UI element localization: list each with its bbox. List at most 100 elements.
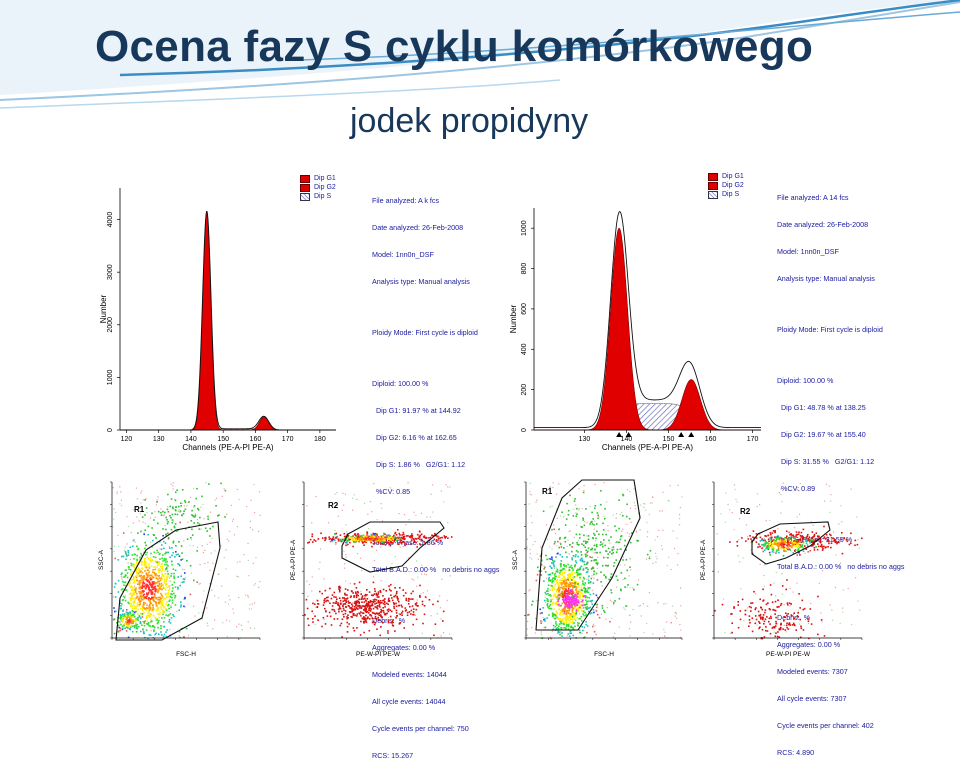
event-dot: [377, 566, 379, 569]
event-dot: [228, 540, 230, 542]
event-dot: [118, 545, 120, 547]
event-dot: [156, 622, 159, 625]
event-dot: [160, 588, 162, 590]
event-dot: [357, 594, 359, 597]
event-dot: [191, 534, 194, 536]
event-dot: [382, 588, 385, 591]
event-dot: [552, 586, 554, 588]
event-dot: [774, 625, 777, 627]
event-dot: [826, 536, 829, 539]
event-dot: [406, 600, 409, 602]
event-dot: [587, 547, 590, 549]
event-dot: [212, 628, 214, 630]
event-dot: [566, 596, 568, 598]
event-dot: [361, 595, 364, 597]
event-dot: [141, 516, 144, 518]
event-dot: [618, 626, 620, 628]
event-dot: [145, 577, 148, 579]
event-dot: [168, 588, 171, 590]
event-dot: [675, 613, 677, 615]
event-dot: [571, 599, 573, 601]
event-dot: [748, 605, 751, 608]
event-dot: [564, 595, 567, 597]
event-dot: [368, 539, 371, 541]
event-dot: [150, 583, 153, 586]
event-dot: [151, 575, 154, 578]
event-dot: [150, 590, 152, 592]
event-dot: [590, 568, 593, 570]
event-dot: [553, 574, 556, 576]
event-dot: [114, 557, 116, 560]
event-dot: [563, 564, 565, 566]
event-dot: [776, 549, 778, 552]
event-dot: [575, 580, 577, 583]
event-dot: [555, 588, 558, 591]
event-dot: [378, 603, 381, 606]
event-dot: [440, 635, 442, 637]
event-dot: [314, 623, 316, 626]
event-dot: [322, 616, 325, 619]
event-dot: [855, 577, 857, 579]
event-dot: [343, 550, 345, 552]
event-dot: [569, 494, 571, 497]
event-dot: [145, 585, 148, 587]
event-dot: [584, 521, 586, 523]
event-dot: [591, 599, 593, 602]
event-dot: [123, 616, 125, 619]
event-dot: [137, 626, 140, 628]
event-dot: [416, 560, 418, 562]
gate-polygon: [115, 521, 221, 641]
event-dot: [796, 488, 798, 491]
event-dot: [536, 600, 538, 602]
event-dot: [147, 623, 149, 626]
event-dot: [172, 507, 174, 510]
event-dot: [592, 609, 595, 611]
event-dot: [129, 546, 132, 549]
event-dot: [585, 540, 587, 543]
event-dot: [344, 592, 346, 595]
event-dot: [411, 605, 414, 607]
event-dot: [559, 536, 561, 539]
s-phase-area: [534, 403, 761, 431]
event-dot: [307, 542, 309, 544]
event-dot: [162, 560, 164, 562]
event-dot: [122, 588, 124, 590]
event-dot: [768, 620, 770, 623]
event-dot: [382, 607, 384, 609]
event-dot: [412, 598, 414, 600]
event-dot: [615, 529, 618, 532]
event-dot: [550, 595, 552, 597]
event-dot: [391, 620, 394, 623]
event-dot: [628, 614, 631, 617]
event-dot: [769, 541, 772, 544]
event-dot: [190, 520, 193, 522]
event-dot: [562, 568, 564, 570]
event-dot: [356, 533, 359, 536]
event-dot: [115, 610, 117, 613]
event-dot: [180, 581, 182, 583]
event-dot: [384, 598, 386, 600]
event-dot: [358, 540, 360, 543]
event-dot: [558, 613, 561, 615]
event-dot: [128, 616, 130, 618]
event-dot: [415, 608, 418, 611]
event-dot: [352, 613, 354, 615]
event-dot: [144, 541, 146, 544]
event-dot: [789, 534, 791, 536]
event-dot: [317, 619, 319, 621]
event-dot: [788, 622, 791, 624]
event-dot: [587, 600, 589, 602]
event-dot: [410, 535, 413, 537]
event-dot: [199, 582, 201, 585]
event-dot: [781, 573, 783, 575]
event-dot: [157, 601, 160, 604]
event-dot: [170, 580, 172, 582]
event-dot: [148, 580, 151, 583]
event-dot: [529, 552, 531, 555]
event-dot: [567, 619, 569, 621]
event-dot: [386, 612, 388, 615]
event-dot: [552, 562, 554, 565]
event-dot: [776, 537, 779, 540]
event-dot: [444, 536, 446, 538]
event-dot: [145, 553, 147, 556]
